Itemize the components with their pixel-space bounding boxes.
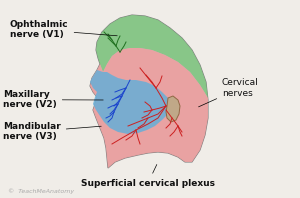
Text: Superficial cervical plexus: Superficial cervical plexus bbox=[81, 165, 215, 188]
Polygon shape bbox=[90, 70, 170, 134]
Polygon shape bbox=[166, 96, 180, 122]
Polygon shape bbox=[90, 48, 208, 168]
Text: Maxillary
nerve (V2): Maxillary nerve (V2) bbox=[3, 90, 103, 109]
Polygon shape bbox=[96, 15, 208, 98]
Text: Ophthalmic
nerve (V1): Ophthalmic nerve (V1) bbox=[10, 20, 117, 39]
Text: ©  TeachMeAnatomy: © TeachMeAnatomy bbox=[8, 188, 74, 194]
Text: Mandibular
nerve (V3): Mandibular nerve (V3) bbox=[3, 122, 101, 141]
Polygon shape bbox=[90, 15, 208, 168]
Text: Cervical
nerves: Cervical nerves bbox=[199, 78, 259, 107]
